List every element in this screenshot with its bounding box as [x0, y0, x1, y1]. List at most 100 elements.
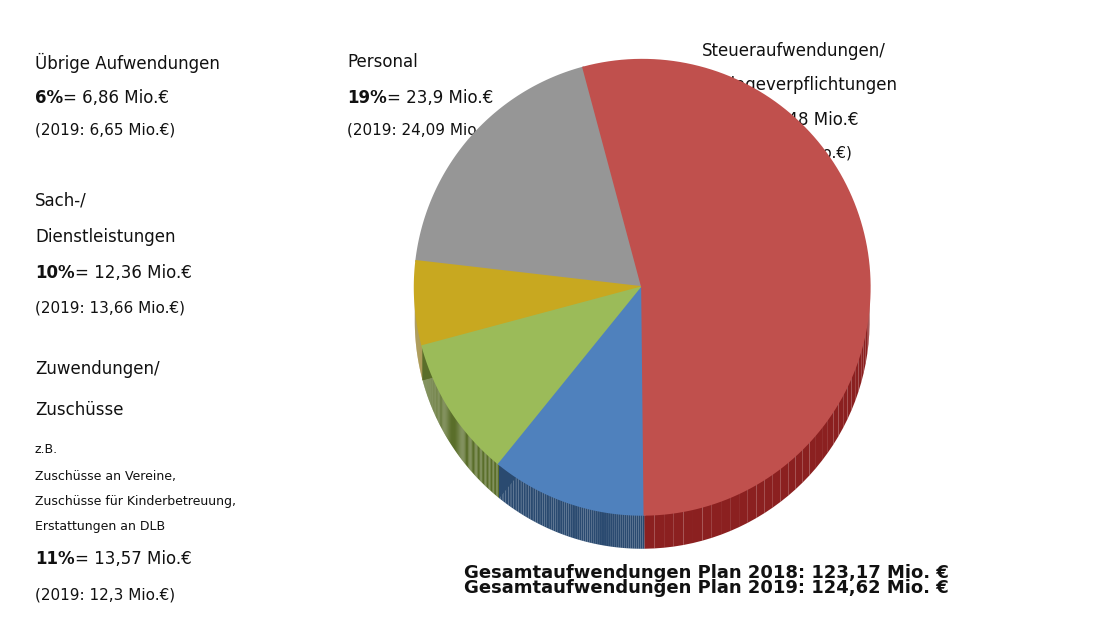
Polygon shape	[574, 504, 576, 539]
Polygon shape	[512, 474, 514, 509]
Text: Gesamtaufwendungen Plan 2018: 123,17 Mio. €: Gesamtaufwendungen Plan 2018: 123,17 Mio…	[464, 564, 949, 582]
Polygon shape	[629, 514, 630, 548]
Polygon shape	[536, 488, 537, 523]
Text: = 6,86 Mio.€: = 6,86 Mio.€	[63, 89, 169, 107]
Polygon shape	[580, 506, 582, 540]
Polygon shape	[547, 493, 548, 529]
Polygon shape	[605, 511, 607, 546]
Polygon shape	[524, 481, 525, 516]
Text: z.B.: z.B.	[35, 443, 58, 456]
Text: = 12,36 Mio.€: = 12,36 Mio.€	[75, 264, 191, 282]
Polygon shape	[518, 478, 520, 513]
Polygon shape	[637, 514, 639, 548]
Polygon shape	[539, 490, 541, 525]
Polygon shape	[585, 508, 587, 542]
Polygon shape	[563, 500, 564, 535]
Polygon shape	[517, 477, 518, 512]
Polygon shape	[534, 487, 536, 522]
Polygon shape	[861, 339, 864, 383]
Polygon shape	[480, 446, 481, 481]
Polygon shape	[422, 287, 642, 380]
Polygon shape	[472, 438, 473, 473]
Polygon shape	[757, 479, 764, 518]
Text: Steueraufwendungen/: Steueraufwendungen/	[702, 41, 886, 59]
Polygon shape	[468, 432, 469, 468]
Polygon shape	[619, 513, 620, 548]
Polygon shape	[822, 418, 828, 461]
Polygon shape	[464, 430, 466, 465]
Text: (2019: 6,65 Mio.€): (2019: 6,65 Mio.€)	[35, 123, 175, 138]
Polygon shape	[572, 504, 574, 539]
Polygon shape	[593, 509, 595, 544]
Polygon shape	[494, 459, 495, 495]
Polygon shape	[810, 434, 816, 475]
Text: Zuschüsse: Zuschüsse	[35, 401, 123, 419]
Polygon shape	[561, 500, 563, 534]
Polygon shape	[416, 67, 642, 287]
Polygon shape	[851, 367, 855, 410]
Polygon shape	[499, 287, 645, 514]
Polygon shape	[477, 444, 480, 480]
Text: Erstattungen an DLB: Erstattungen an DLB	[35, 521, 165, 534]
Polygon shape	[617, 513, 619, 548]
Polygon shape	[674, 511, 683, 547]
Polygon shape	[490, 456, 491, 491]
Polygon shape	[510, 472, 512, 508]
Polygon shape	[828, 410, 834, 452]
Polygon shape	[500, 465, 503, 501]
Polygon shape	[864, 329, 866, 373]
Polygon shape	[610, 513, 613, 547]
Polygon shape	[607, 512, 609, 547]
Polygon shape	[499, 287, 642, 498]
Polygon shape	[654, 514, 664, 548]
Polygon shape	[597, 510, 600, 545]
Text: 10%: 10%	[35, 264, 75, 282]
Polygon shape	[642, 287, 645, 549]
Polygon shape	[855, 358, 858, 401]
Polygon shape	[627, 514, 629, 548]
Polygon shape	[848, 376, 851, 419]
Polygon shape	[532, 486, 534, 521]
Text: (2019: 12,3 Mio.€): (2019: 12,3 Mio.€)	[35, 587, 175, 602]
Polygon shape	[866, 319, 867, 363]
Polygon shape	[664, 513, 674, 548]
Polygon shape	[795, 448, 803, 489]
Polygon shape	[553, 496, 556, 532]
Text: Übrige Aufwendungen: Übrige Aufwendungen	[35, 53, 220, 73]
Polygon shape	[474, 441, 475, 476]
Polygon shape	[505, 469, 507, 504]
Polygon shape	[485, 452, 487, 487]
Text: Zuschüsse für Kinderbetreuung,: Zuschüsse für Kinderbetreuung,	[35, 495, 235, 508]
Polygon shape	[548, 494, 550, 529]
Polygon shape	[613, 513, 615, 547]
Polygon shape	[630, 514, 632, 548]
Polygon shape	[499, 464, 501, 500]
Polygon shape	[620, 514, 623, 548]
Polygon shape	[587, 508, 590, 542]
Polygon shape	[558, 498, 559, 533]
Polygon shape	[595, 509, 597, 544]
Polygon shape	[623, 514, 625, 548]
Polygon shape	[603, 511, 605, 546]
Text: = 13,57 Mio.€: = 13,57 Mio.€	[75, 550, 191, 568]
Polygon shape	[582, 506, 584, 541]
Polygon shape	[712, 501, 720, 538]
Text: (2019: 67,92 Mio.€): (2019: 67,92 Mio.€)	[702, 145, 853, 160]
Polygon shape	[683, 509, 693, 545]
Polygon shape	[514, 475, 515, 510]
Polygon shape	[422, 287, 642, 464]
Text: (2019: 13,66 Mio.€): (2019: 13,66 Mio.€)	[35, 300, 185, 315]
Polygon shape	[552, 496, 553, 530]
Polygon shape	[537, 489, 539, 524]
Polygon shape	[632, 514, 635, 548]
Polygon shape	[720, 497, 730, 535]
Polygon shape	[471, 436, 472, 472]
Text: Umlageverpflichtungen: Umlageverpflichtungen	[702, 76, 898, 94]
Polygon shape	[576, 504, 578, 540]
Polygon shape	[703, 504, 712, 540]
Text: Zuwendungen/: Zuwendungen/	[35, 360, 160, 378]
Polygon shape	[470, 435, 471, 470]
Polygon shape	[781, 462, 789, 502]
Text: Gesamtaufwendungen Plan 2019: 124,62 Mio. €: Gesamtaufwendungen Plan 2019: 124,62 Mio…	[464, 579, 949, 597]
Polygon shape	[615, 513, 617, 547]
